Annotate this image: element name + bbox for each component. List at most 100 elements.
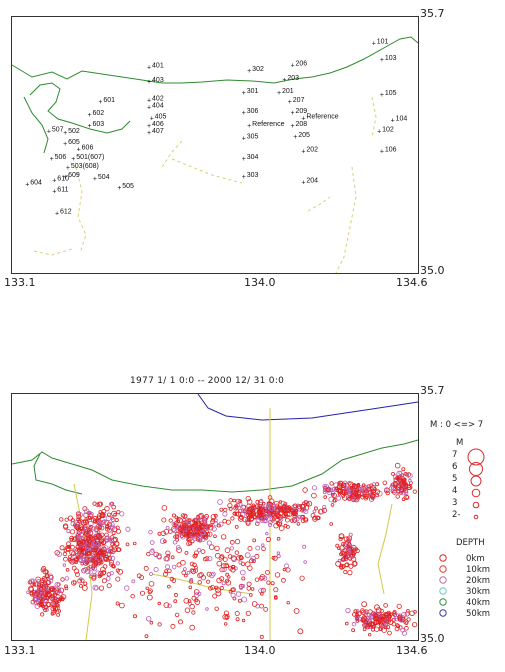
earthquake-marker <box>113 541 120 548</box>
earthquake-marker <box>230 516 235 521</box>
earthquake-marker <box>367 490 374 496</box>
earthquake-marker <box>116 510 121 515</box>
earthquake-marker <box>207 556 213 562</box>
earthquake-marker <box>33 589 39 595</box>
station-plus-icon: + <box>242 156 246 163</box>
earthquake-marker <box>56 603 60 608</box>
earthquake-marker <box>98 585 105 591</box>
station-plus-icon: + <box>247 68 251 75</box>
earthquake-marker <box>91 526 96 531</box>
earthquake-marker <box>27 580 32 585</box>
earthquake-marker <box>73 568 80 574</box>
prefecture-boundary <box>335 166 357 274</box>
station-plus-icon: + <box>380 148 384 155</box>
earthquake-marker <box>178 526 184 532</box>
earthquake-marker <box>48 586 55 592</box>
earthquake-marker <box>412 489 417 494</box>
earthquake-marker <box>265 531 269 536</box>
station-label: 201 <box>282 88 294 95</box>
earthquake-marker <box>355 618 360 623</box>
station-marker: +303 <box>242 172 259 181</box>
earthquake-marker <box>186 570 191 575</box>
earthquake-marker <box>30 578 35 583</box>
earthquake-marker <box>241 596 248 603</box>
station-plus-icon: + <box>301 180 305 187</box>
magnitude-legend-label: 6 <box>452 462 458 472</box>
station-marker: +105 <box>380 90 397 99</box>
station-label: Reference <box>252 121 284 128</box>
earthquake-marker <box>160 530 167 537</box>
earthquake-marker <box>313 506 318 511</box>
earthquake-marker <box>183 598 190 604</box>
prefecture-boundary <box>371 96 377 138</box>
station-marker: +206 <box>290 61 307 70</box>
earthquake-marker <box>293 509 298 514</box>
earthquake-marker <box>275 513 281 519</box>
earthquake-marker <box>261 501 266 506</box>
earthquake-marker <box>387 613 391 617</box>
earthquake-marker <box>374 604 380 611</box>
earthquake-marker <box>149 620 154 625</box>
earthquake-marker <box>89 536 95 542</box>
earthquake-marker <box>383 619 389 625</box>
earthquake-marker <box>99 532 105 538</box>
station-plus-icon: + <box>63 130 67 137</box>
earthquake-marker <box>203 531 208 537</box>
coastline <box>11 439 419 493</box>
earthquake-marker <box>207 531 213 537</box>
earthquake-marker <box>219 507 224 512</box>
earthquake-marker <box>66 529 71 534</box>
earthquake-marker <box>239 555 244 561</box>
earthquake-marker <box>92 584 99 591</box>
magnitude-legend-label: 4 <box>452 486 458 496</box>
earthquake-marker <box>408 478 412 483</box>
station-map-canvas: +101+ 103+ 105+ 104+ 102+ 106+ 206+ 203+ 201+ 207… <box>11 36 419 274</box>
earthquake-marker <box>105 526 110 532</box>
earthquake-marker <box>197 548 202 553</box>
earthquake-marker <box>194 526 199 531</box>
earthquake-marker <box>190 568 197 575</box>
earthquake-marker <box>299 503 305 510</box>
station-label: 407 <box>152 128 164 135</box>
earthquake-marker <box>132 541 137 546</box>
depth-circle-icon <box>439 565 447 573</box>
earthquake-marker <box>259 498 264 504</box>
earthquake-marker <box>50 612 55 616</box>
earthquake-marker <box>266 502 272 508</box>
station-marker: +403 <box>147 77 164 86</box>
earthquake-marker <box>74 535 80 541</box>
earthquake-marker <box>77 578 83 584</box>
earthquake-marker <box>269 517 275 522</box>
earthquake-marker <box>402 482 407 487</box>
earthquake-marker <box>206 540 212 546</box>
earthquake-marker <box>115 561 120 566</box>
station-plus-icon: + <box>242 90 246 97</box>
earthquake-marker <box>278 525 285 532</box>
magnitude-legend-label: 2- <box>452 510 461 520</box>
earthquake-marker <box>149 572 153 576</box>
earthquake-marker <box>103 545 109 551</box>
earthquake-marker <box>174 515 179 520</box>
earthquake-marker <box>205 524 210 529</box>
station-plus-icon: + <box>147 64 151 71</box>
earthquake-marker <box>394 462 401 469</box>
earthquake-marker <box>123 585 130 591</box>
earthquake-marker <box>106 521 113 527</box>
earthquake-marker <box>101 508 107 514</box>
earthquake-marker <box>182 513 188 519</box>
earthquake-marker <box>91 575 97 581</box>
earthquake-marker <box>347 570 353 576</box>
earthquake-marker <box>75 511 81 517</box>
station-marker: +602 <box>87 110 104 119</box>
earthquake-marker <box>342 480 348 485</box>
magnitude-circle-icon <box>472 501 480 509</box>
earthquake-marker <box>210 584 215 590</box>
earthquake-marker <box>387 630 392 636</box>
earthquake-marker <box>188 541 193 546</box>
earthquake-marker <box>247 545 253 551</box>
earthquake-marker <box>335 543 340 548</box>
station-marker: +609 <box>63 172 80 181</box>
earthquake-marker <box>153 566 159 572</box>
earthquake-marker <box>267 522 273 527</box>
earthquake-marker <box>171 564 177 570</box>
